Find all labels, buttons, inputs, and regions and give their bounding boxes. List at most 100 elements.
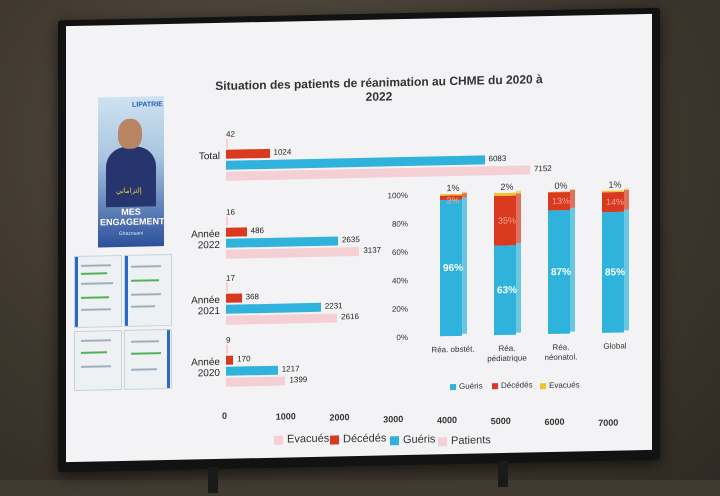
stacked-bar-side <box>462 191 467 194</box>
legend-item-gueris: Guéris <box>390 433 435 446</box>
data-label-guéris: 85% <box>605 267 625 278</box>
stacked-bar-side <box>570 189 575 191</box>
stacked-bar-décédés <box>548 191 570 211</box>
bar-evacués <box>226 138 228 148</box>
legend-swatch <box>390 435 399 445</box>
bar-value-label: 42 <box>226 129 235 139</box>
bar-value-label: 2616 <box>341 312 359 322</box>
stacked-bar-décédés <box>494 195 516 246</box>
bar-evacués <box>226 282 228 292</box>
category-label: Année 2022 <box>191 228 220 252</box>
stacked-bar-side <box>570 207 575 332</box>
legend-swatch <box>492 382 498 390</box>
bar-evacués <box>226 344 228 354</box>
legend-label: Evacués <box>549 380 580 391</box>
legend-item-evacues-small: Evacués <box>540 380 580 390</box>
stacked-bar-side <box>516 193 521 244</box>
stacked-bar-décédés <box>440 195 462 200</box>
legend-swatch <box>540 382 546 390</box>
bar-evacués <box>226 216 228 226</box>
stacked-bar-evacués <box>440 193 462 196</box>
chart-title: Situation des patients de réanimation au… <box>215 72 543 104</box>
bar-patients <box>226 313 338 325</box>
bar-value-label: 9 <box>226 335 231 345</box>
bar-value-label: 17 <box>226 273 235 283</box>
legend-item-evacues: Evacués <box>274 433 329 446</box>
stacked-bar-side <box>462 193 467 198</box>
bar-value-label: 170 <box>237 354 251 364</box>
x-tick-label: 1000 <box>275 411 296 422</box>
bar-guéris <box>226 302 321 314</box>
stacked-bar-evacués <box>548 191 570 193</box>
poster-portrait-face <box>118 118 142 150</box>
bar-décédés <box>226 355 234 365</box>
bar-value-label: 1399 <box>289 375 308 385</box>
poster-arabic-text: إلتزاماتي <box>116 187 142 196</box>
y-tick-label: 60% <box>392 248 408 257</box>
legend-swatch <box>274 435 283 445</box>
stacked-bar-guéris <box>548 210 570 335</box>
legend-label: Evacués <box>287 432 330 446</box>
x-tick-label: 4000 <box>437 414 458 426</box>
stacked-bar-evacués <box>494 192 516 197</box>
category-label: Réa.néonatol. <box>545 342 578 362</box>
category-label: Global <box>603 341 626 350</box>
data-label-décédés: 35% <box>498 215 516 225</box>
x-tick-label: 2000 <box>329 412 350 424</box>
x-tick-label: 6000 <box>544 416 565 428</box>
category-label: Total <box>198 150 220 163</box>
poster-slogan: MES ENGAGEMENTS <box>100 206 164 228</box>
stacked-bar-side <box>624 188 629 190</box>
legend-swatch <box>330 435 339 445</box>
y-tick-label: 20% <box>392 305 408 314</box>
stacked-bar-side <box>624 209 629 331</box>
bar-value-label: 6083 <box>488 153 507 164</box>
x-tick-label: 0 <box>222 410 228 421</box>
y-tick-label: 100% <box>388 191 408 200</box>
bar-value-label: 2231 <box>324 301 343 311</box>
document-thumbnail <box>74 254 122 328</box>
legend-item-gueris-small: Guéris <box>450 381 483 391</box>
bar-value-label: 368 <box>245 292 259 302</box>
x-tick-label: 5000 <box>490 415 511 427</box>
stacked-bar-evacués <box>602 190 624 193</box>
x-tick-label: 7000 <box>598 417 619 429</box>
bar-value-label: 16 <box>226 207 235 217</box>
legend-swatch <box>438 436 447 446</box>
y-tick-label: 40% <box>392 276 408 285</box>
legend-item-decedes: Décédés <box>330 432 386 445</box>
bar-value-label: 1024 <box>273 147 292 157</box>
stacked-bar-side <box>462 197 467 334</box>
stacked-bar-guéris <box>494 245 516 336</box>
stacked-bar-décédés <box>602 191 624 213</box>
poster-portrait-body <box>106 146 156 208</box>
stacked-bar-guéris <box>602 211 624 333</box>
stacked-bar-side <box>516 190 521 194</box>
data-label-décédés: 3% <box>446 195 459 205</box>
bar-décédés <box>226 148 270 159</box>
poster-brand: LIPATRIE <box>132 101 163 109</box>
data-label-guéris: 87% <box>551 267 571 278</box>
legend-label: Guéris <box>459 381 483 391</box>
data-label-guéris: 63% <box>497 285 517 296</box>
poster-signature: Ghazouani <box>118 230 144 238</box>
data-label-guéris: 96% <box>443 263 463 274</box>
category-label: Année 2021 <box>191 294 220 318</box>
campaign-poster: LIPATRIE إلتزاماتي MES ENGAGEMENTS Ghazo… <box>98 96 164 248</box>
tv-stand-right <box>498 460 508 488</box>
document-thumbnail <box>124 253 172 327</box>
data-label-evacués: 0% <box>554 181 567 191</box>
television: Situation des patients de réanimation au… <box>58 7 660 494</box>
bar-value-label: 486 <box>250 225 264 236</box>
document-thumbnail <box>124 328 172 390</box>
stacked-bar-guéris <box>440 199 462 337</box>
bar-guéris <box>226 236 338 248</box>
data-label-evacués: 1% <box>608 180 621 190</box>
bar-value-label: 2635 <box>341 234 360 245</box>
bar-value-label: 1217 <box>281 364 300 374</box>
stacked-bar-side <box>624 189 629 210</box>
legend-label: Guéris <box>403 433 436 447</box>
bar-décédés <box>226 227 247 237</box>
tv-stand-left <box>208 466 218 494</box>
category-label: Réa. obstét. <box>431 345 474 355</box>
